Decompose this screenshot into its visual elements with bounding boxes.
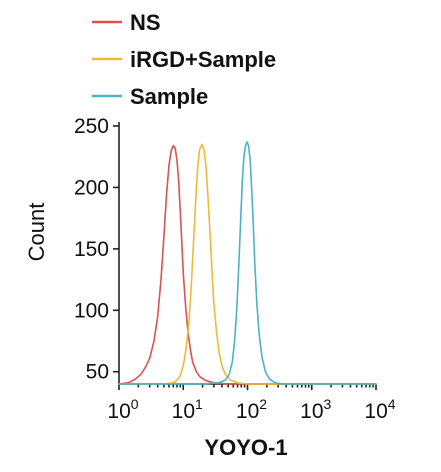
- legend-label-sample: Sample: [130, 84, 208, 109]
- y-tick-label: 250: [74, 115, 109, 138]
- y-tick-label: 50: [86, 361, 109, 384]
- y-ticks: 50 100 150 200 250: [74, 115, 119, 384]
- y-axis-label: Count: [24, 203, 49, 262]
- series-group: [118, 141, 377, 385]
- x-tick-label: 101: [172, 396, 203, 423]
- y-tick-label: 150: [74, 238, 109, 261]
- x-axis-label: YOYO-1: [204, 435, 287, 460]
- y-tick-label: 200: [74, 176, 109, 199]
- series-ns: [118, 144, 377, 385]
- series-irgd-sample: [118, 143, 377, 385]
- y-tick-label: 100: [74, 299, 109, 322]
- x-tick-label: 102: [236, 396, 267, 423]
- x-ticks: 100 101 102 103 104: [107, 384, 396, 423]
- legend-label-ns: NS: [130, 10, 161, 35]
- axes: [118, 122, 376, 385]
- legend-item-ns: NS: [92, 10, 161, 35]
- legend-label-irgd-sample: iRGD+Sample: [130, 47, 276, 72]
- x-tick-label: 104: [364, 396, 395, 423]
- x-tick-label: 100: [107, 396, 138, 423]
- legend-item-irgd-sample: iRGD+Sample: [92, 47, 276, 72]
- x-tick-label: 103: [300, 396, 331, 423]
- legend-item-sample: Sample: [92, 84, 208, 109]
- series-sample: [118, 141, 377, 385]
- legend: NS iRGD+Sample Sample: [92, 10, 276, 109]
